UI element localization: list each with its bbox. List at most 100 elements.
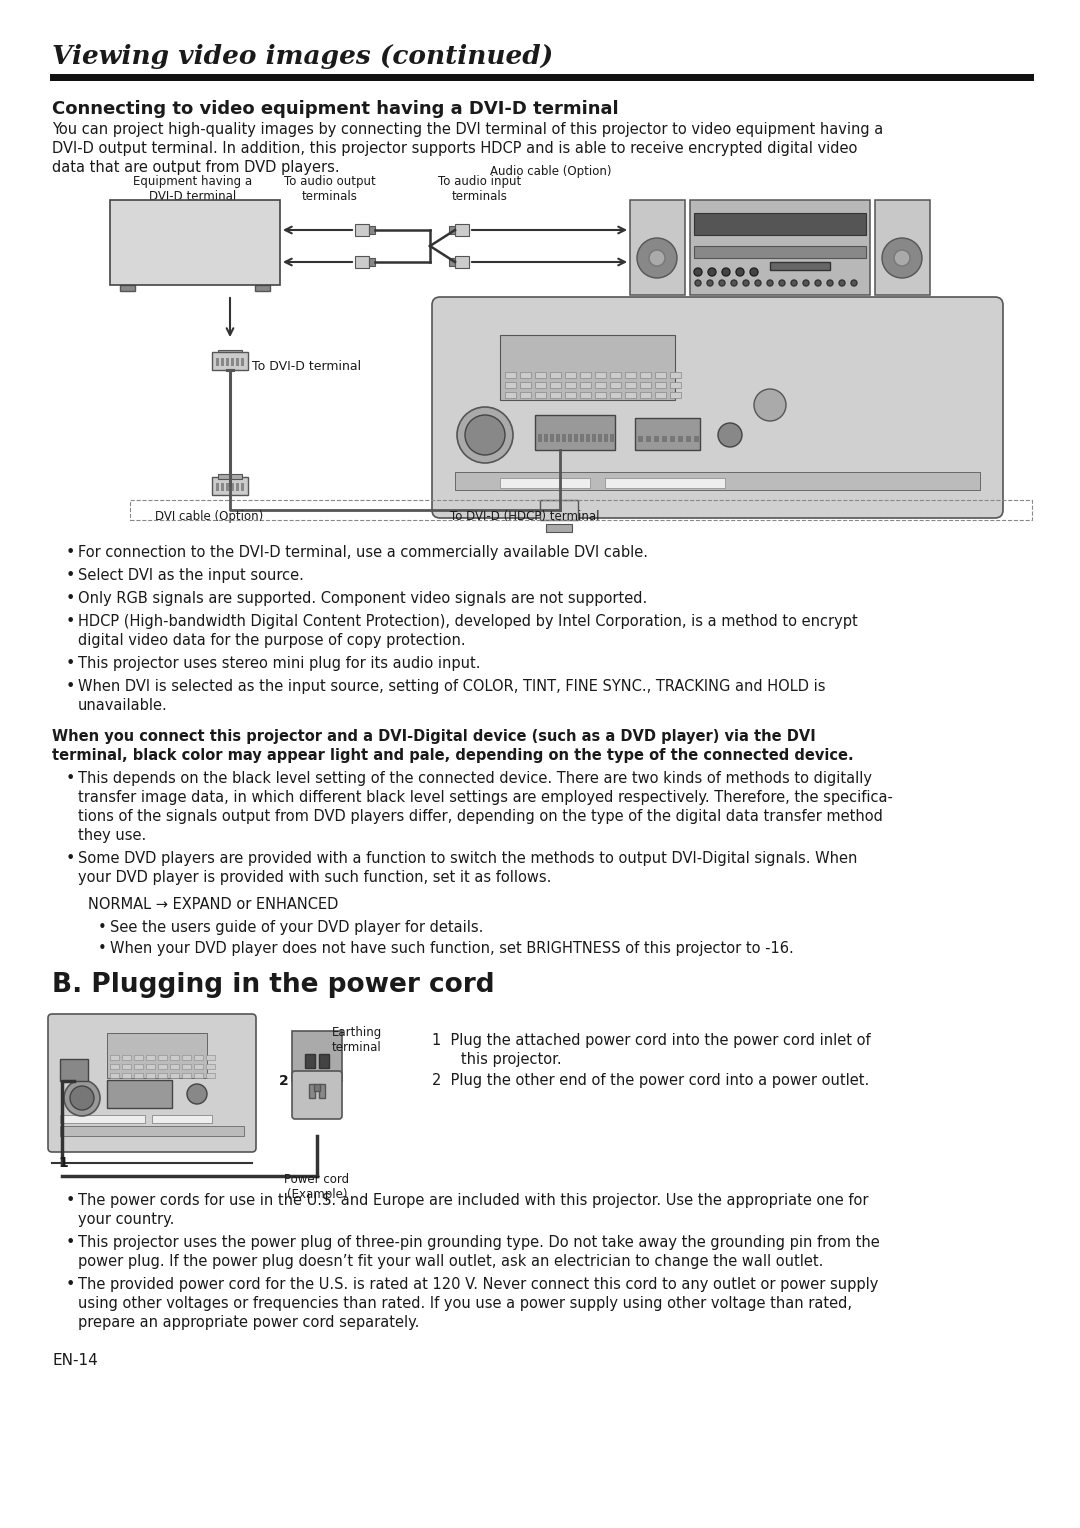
Text: this projector.: this projector. [447, 1051, 562, 1067]
Bar [110, 1054, 119, 1060]
Text: Connecting to video equipment having a DVI-D terminal: Connecting to video equipment having a D… [52, 99, 619, 118]
Bar [550, 393, 561, 397]
FancyBboxPatch shape [48, 1015, 256, 1152]
Bar [500, 478, 590, 487]
Text: This projector uses the power plug of three-pin grounding type. Do not take away: This projector uses the power plug of th… [78, 1235, 880, 1250]
Circle shape [694, 267, 702, 277]
Text: your country.: your country. [78, 1212, 174, 1227]
Bar [540, 500, 578, 520]
Text: •: • [66, 568, 76, 584]
Bar [221, 358, 224, 367]
Circle shape [779, 280, 785, 286]
Bar [550, 371, 561, 377]
Text: 2  Plug the other end of the power cord into a power outlet.: 2 Plug the other end of the power cord i… [432, 1073, 869, 1088]
Bar [114, 275, 275, 280]
Bar [604, 434, 608, 442]
Bar [216, 358, 219, 367]
Text: 1  Plug the attached power cord into the power cord inlet of: 1 Plug the attached power cord into the … [432, 1033, 870, 1048]
Bar [309, 1083, 315, 1099]
Circle shape [839, 280, 845, 286]
Bar [519, 382, 531, 388]
Text: tions of the signals output from DVD players differ, depending on the type of th: tions of the signals output from DVD pla… [78, 808, 882, 824]
Text: The provided power cord for the U.S. is rated at 120 V. Never connect this cord : The provided power cord for the U.S. is … [78, 1277, 878, 1293]
Bar [573, 434, 578, 442]
Bar [505, 371, 516, 377]
Bar [134, 1054, 143, 1060]
Bar [535, 371, 546, 377]
Bar [449, 226, 455, 234]
Bar [241, 358, 244, 367]
Text: This depends on the black level setting of the connected device. There are two k: This depends on the black level setting … [78, 772, 872, 785]
Bar [146, 1073, 156, 1077]
Circle shape [743, 280, 750, 286]
Bar [550, 382, 561, 388]
Text: transfer image data, in which different black level settings are employed respec: transfer image data, in which different … [78, 790, 893, 805]
Bar [226, 358, 229, 367]
Circle shape [465, 416, 505, 455]
Circle shape [882, 238, 922, 278]
Bar [152, 1115, 212, 1123]
Text: This projector uses stereo mini plug for its audio input.: This projector uses stereo mini plug for… [78, 656, 481, 671]
Bar [206, 1054, 215, 1060]
Text: terminal, black color may appear light and pale, depending on the type of the co: terminal, black color may appear light a… [52, 749, 853, 762]
Bar [319, 1054, 329, 1068]
Text: prepare an appropriate power cord separately.: prepare an appropriate power cord separa… [78, 1316, 419, 1329]
Text: digital video data for the purpose of copy protection.: digital video data for the purpose of co… [78, 633, 465, 648]
Text: they use.: they use. [78, 828, 146, 843]
Text: To DVI-D terminal: To DVI-D terminal [252, 361, 361, 373]
Bar [183, 1063, 191, 1070]
Text: •: • [66, 545, 76, 559]
Text: You can project high-quality images by connecting the DVI terminal of this proje: You can project high-quality images by c… [52, 122, 883, 138]
Bar [610, 393, 621, 397]
Text: Some DVD players are provided with a function to switch the methods to output DV: Some DVD players are provided with a fun… [78, 851, 858, 866]
Bar [694, 212, 866, 235]
FancyBboxPatch shape [432, 296, 1003, 518]
Text: DVI-D output terminal. In addition, this projector supports HDCP and is able to : DVI-D output terminal. In addition, this… [52, 141, 858, 156]
Bar [107, 1033, 207, 1077]
Bar [255, 286, 270, 290]
Circle shape [718, 423, 742, 448]
Text: To DVI-D (HDCP) terminal: To DVI-D (HDCP) terminal [450, 510, 599, 523]
Circle shape [457, 406, 513, 463]
Bar [60, 1115, 145, 1123]
Bar [662, 435, 667, 442]
Bar [580, 382, 591, 388]
Circle shape [723, 267, 730, 277]
Bar [60, 1059, 87, 1080]
Bar [170, 1073, 179, 1077]
Bar [206, 1063, 215, 1070]
Text: •: • [66, 1193, 76, 1209]
Bar [212, 477, 248, 495]
Bar [110, 1073, 119, 1077]
Circle shape [187, 1083, 207, 1105]
Bar [592, 434, 596, 442]
Bar [670, 435, 675, 442]
Bar [110, 200, 280, 286]
Circle shape [731, 280, 737, 286]
Text: The power cords for use in the U.S. and Europe are included with this projector.: The power cords for use in the U.S. and … [78, 1193, 868, 1209]
Bar [194, 1054, 203, 1060]
Bar [519, 371, 531, 377]
Bar [369, 258, 375, 266]
Bar [654, 435, 659, 442]
Bar [550, 434, 554, 442]
Text: data that are output from DVD players.: data that are output from DVD players. [52, 160, 339, 176]
Bar [646, 435, 651, 442]
Bar [218, 350, 242, 354]
Bar [610, 382, 621, 388]
Bar [369, 226, 375, 234]
Bar [546, 524, 572, 532]
Circle shape [791, 280, 797, 286]
Text: Select DVI as the input source.: Select DVI as the input source. [78, 568, 303, 584]
Bar [535, 382, 546, 388]
Circle shape [827, 280, 833, 286]
Bar [580, 434, 584, 442]
Text: using other voltages or frequencies than rated. If you use a power supply using : using other voltages or frequencies than… [78, 1296, 852, 1311]
Bar [122, 1063, 131, 1070]
Bar [770, 261, 831, 270]
Bar [556, 434, 561, 442]
Bar [206, 1073, 215, 1077]
Text: When you connect this projector and a DVI-Digital device (such as a DVD player) : When you connect this projector and a DV… [52, 729, 815, 744]
Text: Only RGB signals are supported. Component video signals are not supported.: Only RGB signals are supported. Componen… [78, 591, 647, 607]
Bar [292, 1031, 342, 1080]
